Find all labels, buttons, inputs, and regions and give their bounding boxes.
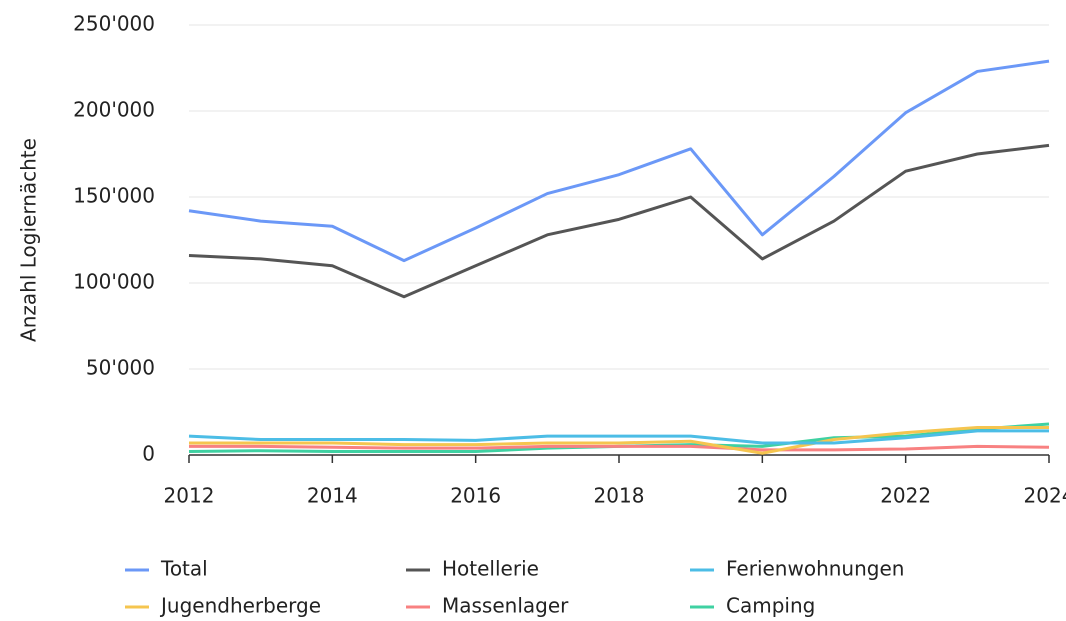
line: [188, 59, 1050, 263]
legend-label: Camping: [726, 594, 815, 618]
legend-label: Total: [160, 557, 208, 581]
x-tick-label: 2018: [594, 484, 645, 508]
x-tick-label: 2024: [1024, 484, 1066, 508]
legend-label: Hotellerie: [442, 557, 539, 581]
line: [189, 444, 1050, 452]
y-tick-label: 50'000: [86, 356, 155, 380]
legend-label: Ferienwohnungen: [726, 557, 904, 581]
legend-label: Massenlager: [442, 594, 569, 618]
y-tick-label: 100'000: [73, 270, 155, 294]
y-axis-label: Anzahl Logiernächte: [17, 138, 41, 342]
y-tick-label: 200'000: [73, 98, 155, 122]
x-tick-label: 2012: [164, 484, 215, 508]
line: [188, 143, 1050, 299]
y-tick-label: 150'000: [73, 184, 155, 208]
line: [188, 429, 1049, 445]
x-tick-label: 2022: [880, 484, 931, 508]
y-tick-label: 0: [142, 442, 155, 466]
y-tick-label: 250'000: [73, 12, 155, 36]
x-tick-label: 2014: [307, 484, 358, 508]
x-tick-label: 2016: [450, 484, 501, 508]
x-tick-label: 2020: [737, 484, 788, 508]
legend-label: Jugendherberge: [159, 594, 321, 618]
line: [189, 425, 1049, 455]
